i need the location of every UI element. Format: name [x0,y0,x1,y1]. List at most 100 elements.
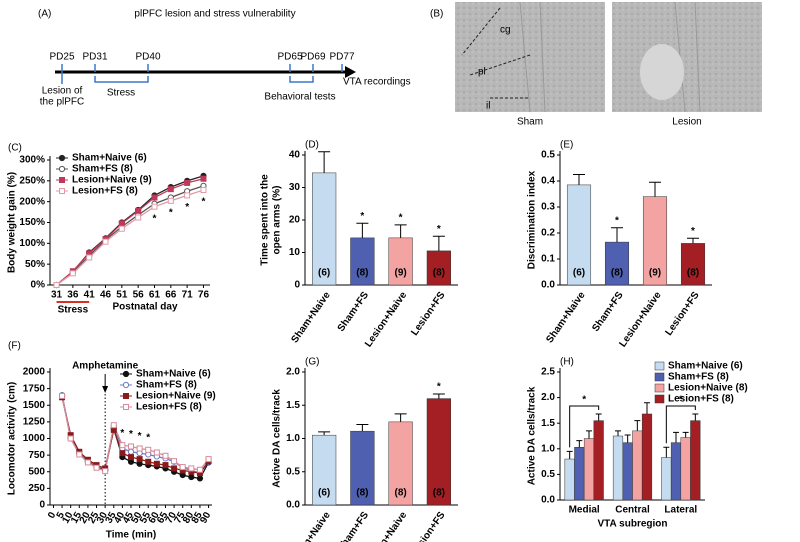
y-tick-label: 0 [39,500,45,511]
x-tick-label: 61 [149,290,161,301]
error-bar [566,450,573,460]
x-tick-label: 66 [165,290,177,301]
x-tick-label: 36 [67,290,79,301]
bar [680,437,691,501]
error-bar [573,174,585,185]
x-tick-label: Lesion+Naive [363,290,409,350]
significance: * [202,197,206,208]
marker [102,468,109,475]
marker [136,456,143,463]
n-label: (6) [318,488,330,499]
marker [118,225,125,232]
n-label: (8) [687,268,699,279]
x-tick-label: 71 [182,290,194,301]
x-tick-label: 56 [133,290,145,301]
series-line [56,189,204,286]
significance-bracket [665,405,696,444]
y-tick-label: 0.4 [541,176,555,187]
x-tick-label: Lesion+Naive [617,290,663,350]
marker [67,435,74,442]
error-bar [432,235,445,251]
x-tick-label: 75 [172,510,187,526]
n-label: (8) [356,488,368,499]
x-tick-label: Central [615,505,650,516]
significance: * [169,207,173,218]
marker [102,238,109,245]
timeline-title: plPFC lesion and stress vulnerability [134,9,295,20]
y-tick-label: 250% [19,175,45,186]
error-bar [432,393,445,399]
error-bar [611,227,623,243]
y-tick-label: 0.2 [541,228,555,239]
tests-bracket [289,76,314,83]
marker [119,442,126,449]
legend-swatch [654,383,665,393]
x-tick-label: 55 [138,510,153,526]
marker [188,465,195,472]
x-tick-label: 40 [112,510,127,526]
marker [162,452,169,459]
legend-label: Lesion+Naive (9) [72,175,152,186]
region-borders [461,7,531,99]
legend-marker [123,404,129,410]
x-tick-label: Sham+FS [590,290,625,334]
y-tick-label: 0.5 [286,466,300,477]
marker [59,392,66,399]
x-tick-label: Sham+Naive [289,290,333,346]
panel-label: (H) [560,357,574,368]
n-label: (9) [395,268,407,279]
timeline-point: PD25 [49,52,74,63]
bar [622,442,633,501]
y-tick-label: 500 [28,466,45,477]
panel-label: (E) [560,140,573,151]
y-tick-label: 1750 [23,383,46,394]
legend-marker [59,188,65,194]
y-axis-label: Active DA cells/track [527,386,538,485]
marker [153,449,160,456]
marker [200,187,207,193]
region-label: cg [500,25,511,36]
image-caption: Sham [517,117,543,128]
error-bar [682,431,689,438]
n-label: (8) [356,268,368,279]
bar [564,458,575,501]
bar [661,457,672,501]
marker [151,203,158,210]
n-label: (9) [649,268,661,279]
bar [593,420,604,501]
marker [93,464,100,471]
timeline-point: PD77 [329,52,354,63]
x-tick-label: 30 [95,510,110,526]
panel-label: (F) [8,341,21,352]
marker [153,460,160,467]
error-bar [576,440,583,448]
y-axis-label: Active DA cells/track [272,389,283,488]
legend-marker [58,165,66,173]
bar [612,435,624,501]
y-tick-label: 1500 [23,400,46,411]
y-tick-label: 1.0 [286,433,300,444]
bar [574,447,585,501]
x-tick-label: 45 [121,510,136,526]
legend-swatch [654,394,665,404]
x-axis-label: Time (min) [106,530,156,541]
legend-swatch [654,372,665,382]
legend-label: Lesion+Naive (8) [668,383,748,394]
y-tick-label: 250 [28,483,45,494]
x-tick-label: 31 [51,290,63,301]
y-tick-label: 0.0 [541,495,555,506]
y-tick-label: 0.0 [286,500,300,511]
error-bar [318,431,331,436]
error-bar [356,424,369,432]
legend-swatch [654,361,665,371]
legend-marker [122,370,130,378]
marker [167,197,174,204]
x-tick-label: 41 [84,290,96,301]
n-label: (8) [433,268,445,279]
significance: * [153,213,157,224]
marker [76,451,83,458]
marker [179,464,186,471]
y-tick-label: 200% [19,196,45,207]
stress-label: Stress [107,88,135,99]
legend-label: Sham+Naive (6) [72,153,147,164]
